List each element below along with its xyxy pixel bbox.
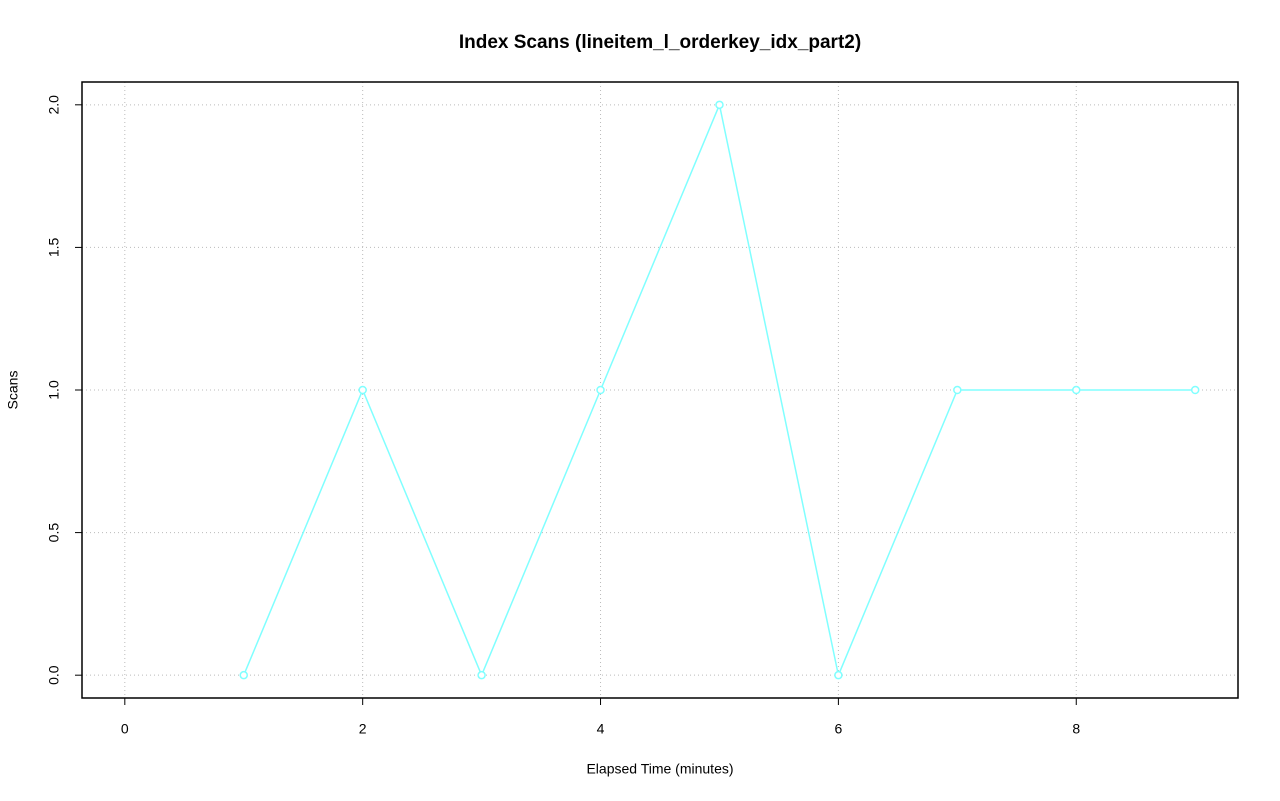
point	[239, 670, 248, 680]
x-tick-label: 6	[834, 721, 842, 737]
point	[596, 385, 605, 395]
y-axis-label: Scans	[5, 371, 21, 410]
y-tick-label: 0.5	[46, 523, 62, 543]
y-tick-label: 0.0	[46, 665, 62, 685]
point	[477, 670, 486, 680]
point	[1190, 385, 1200, 395]
x-axis-label: Elapsed Time (minutes)	[586, 761, 733, 777]
point	[358, 385, 367, 395]
point	[1072, 385, 1081, 395]
chart-title: Index Scans (lineitem_l_orderkey_idx_par…	[459, 32, 861, 53]
y-tick-label: 1.5	[46, 237, 62, 257]
point	[953, 385, 962, 395]
y-tick-label: 2.0	[46, 95, 62, 115]
point	[834, 670, 843, 680]
plot-frame	[81, 81, 1239, 699]
x-tick-label: 0	[121, 721, 129, 737]
y-tick-label: 1.0	[46, 380, 62, 400]
point	[715, 100, 724, 110]
x-tick-label: 2	[359, 721, 367, 737]
x-tick-label: 4	[597, 721, 605, 737]
x-tick-label: 8	[1072, 721, 1080, 737]
